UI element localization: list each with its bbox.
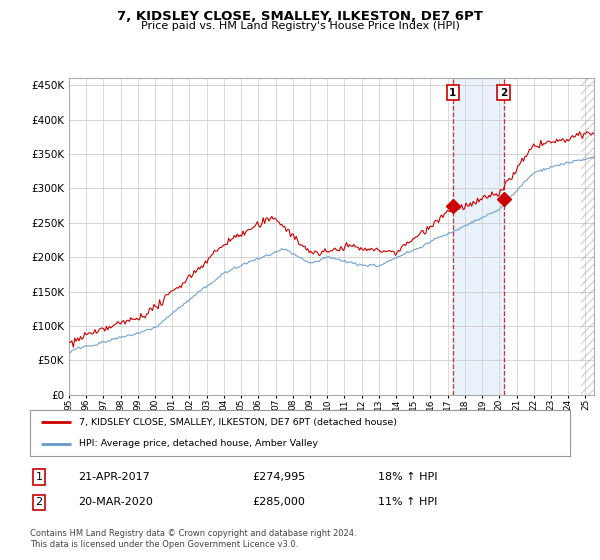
Text: 1: 1 (35, 472, 43, 482)
Text: 1: 1 (449, 87, 457, 97)
Text: Contains HM Land Registry data © Crown copyright and database right 2024.
This d: Contains HM Land Registry data © Crown c… (30, 529, 356, 549)
Text: £274,995: £274,995 (252, 472, 305, 482)
Text: HPI: Average price, detached house, Amber Valley: HPI: Average price, detached house, Ambe… (79, 440, 317, 449)
Text: 2: 2 (500, 87, 507, 97)
Bar (453, 78, 503, 395)
Bar (581, 78, 594, 395)
Text: £285,000: £285,000 (252, 497, 305, 507)
Text: 2: 2 (35, 497, 43, 507)
Text: 11% ↑ HPI: 11% ↑ HPI (378, 497, 437, 507)
Bar (581, 78, 594, 395)
Text: 18% ↑ HPI: 18% ↑ HPI (378, 472, 437, 482)
Text: 7, KIDSLEY CLOSE, SMALLEY, ILKESTON, DE7 6PT (detached house): 7, KIDSLEY CLOSE, SMALLEY, ILKESTON, DE7… (79, 418, 397, 427)
Text: 7, KIDSLEY CLOSE, SMALLEY, ILKESTON, DE7 6PT: 7, KIDSLEY CLOSE, SMALLEY, ILKESTON, DE7… (117, 10, 483, 23)
Text: 20-MAR-2020: 20-MAR-2020 (78, 497, 153, 507)
Text: 21-APR-2017: 21-APR-2017 (78, 472, 150, 482)
Text: Price paid vs. HM Land Registry's House Price Index (HPI): Price paid vs. HM Land Registry's House … (140, 21, 460, 31)
